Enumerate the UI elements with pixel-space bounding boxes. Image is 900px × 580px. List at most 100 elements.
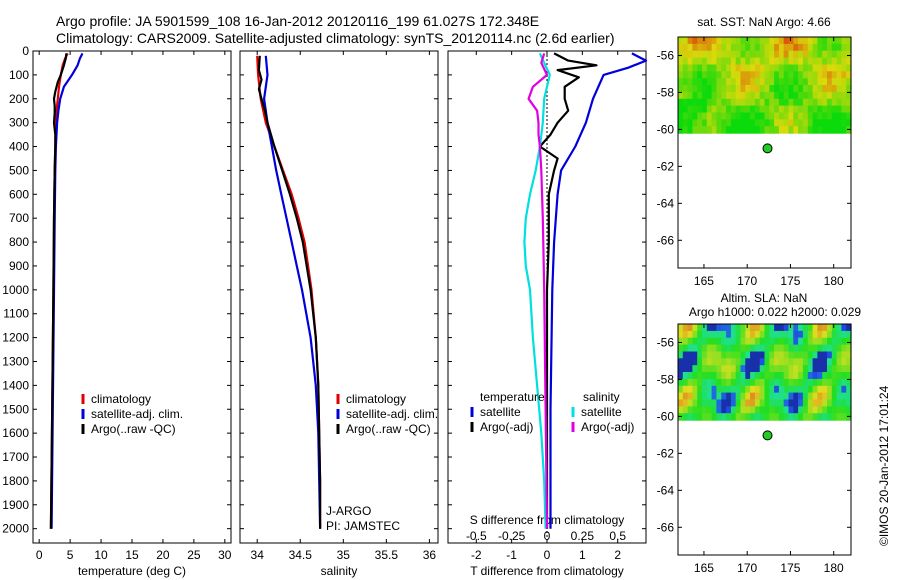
heatmap-cell — [740, 392, 746, 401]
heatmap-cell — [817, 126, 823, 134]
heatmap-cell — [778, 344, 785, 353]
heatmap-cell — [802, 78, 809, 86]
heatmap-cell — [836, 119, 842, 127]
heatmap-cell — [735, 98, 742, 107]
heatmap-cell — [807, 378, 814, 387]
heatmap-cell — [745, 372, 751, 380]
heatmap-cell — [692, 378, 698, 387]
heatmap-cell — [740, 358, 746, 366]
heatmap-cell — [778, 126, 785, 134]
heatmap-cell — [846, 85, 852, 93]
heatmap-cell — [754, 330, 761, 339]
heatmap-cell — [716, 406, 722, 414]
heatmap-cell — [711, 406, 717, 414]
heatmap-cell — [802, 43, 809, 52]
heatmap-cell — [687, 406, 693, 414]
map-title: Altim. SLA: NaN — [721, 291, 808, 305]
heatmap-cell — [812, 385, 818, 394]
heatmap-cell — [692, 71, 698, 79]
heatmap-cell — [778, 91, 785, 100]
legend-group-title: temperature — [480, 390, 545, 404]
heatmap-cell — [841, 64, 847, 72]
heatmap-cell — [730, 378, 737, 387]
heatmap-cell — [740, 71, 746, 79]
heatmap-cell — [769, 337, 775, 346]
heatmap-cell — [831, 91, 838, 100]
heatmap-cell — [754, 406, 761, 414]
heatmap-cell — [802, 378, 809, 387]
heatmap-cell — [836, 71, 842, 79]
heatmap-cell — [778, 43, 785, 52]
heatmap-cell — [774, 372, 780, 380]
series-line — [538, 52, 598, 529]
annotation: J-ARGO — [326, 504, 371, 518]
heatmap-cell — [812, 105, 818, 114]
x-tick-label: 170 — [737, 561, 757, 575]
heatmap-cell — [764, 98, 770, 107]
heatmap-cell — [740, 399, 746, 407]
heatmap-cell — [726, 330, 732, 339]
heatmap-cell — [812, 57, 818, 66]
heatmap-cell — [841, 378, 847, 387]
heatmap-cell — [750, 337, 756, 346]
heatmap-cell — [846, 57, 852, 66]
heatmap-cell — [827, 406, 833, 414]
heatmap-cell — [735, 43, 742, 52]
heatmap-cell — [706, 37, 713, 45]
heatmap-cell — [783, 50, 790, 59]
heatmap-cell — [831, 406, 838, 414]
heatmap-cell — [822, 378, 828, 387]
heatmap-cell — [822, 98, 828, 107]
legend-label: Argo(..raw -QC) — [91, 422, 176, 436]
heatmap-cell — [716, 91, 722, 100]
heatmap-cell — [774, 126, 780, 134]
y-tick-label: -64 — [657, 483, 675, 497]
heatmap-cell — [798, 57, 804, 66]
heatmap-cell — [831, 372, 838, 380]
heatmap-cell — [827, 330, 833, 339]
heatmap-cell — [759, 78, 766, 86]
heatmap-cell — [678, 330, 684, 339]
heatmap-cell — [798, 337, 804, 346]
heatmap-cell — [692, 330, 698, 339]
heatmap-cell — [822, 406, 828, 414]
heatmap-cell — [735, 71, 742, 79]
heatmap-cell — [697, 126, 703, 134]
heatmap-cell — [836, 105, 842, 114]
heatmap-cell — [740, 324, 746, 332]
heatmap-cell — [702, 57, 708, 66]
heatmap-cell — [783, 57, 790, 66]
heatmap-cell — [687, 385, 693, 394]
heatmap-cell — [774, 351, 780, 359]
heatmap-cell — [846, 43, 852, 52]
heatmap-cell — [831, 105, 838, 114]
heatmap-cell — [812, 85, 818, 93]
heatmap-cell — [817, 57, 823, 66]
heatmap-cell — [846, 71, 852, 79]
heatmap-cell — [687, 358, 693, 366]
heatmap-cell — [711, 358, 717, 366]
map-panel-2: -56 -58 -60 -62 -64 -66 165 170 175 180 Altim. SLA… — [657, 291, 862, 575]
heatmap-cell — [745, 378, 751, 387]
heatmap-cell — [793, 126, 799, 134]
heatmap-cell — [807, 337, 814, 346]
heatmap-cell — [793, 378, 799, 387]
heatmap-cell — [774, 385, 780, 394]
heatmap-cell — [702, 365, 708, 373]
heatmap-cell — [678, 392, 684, 401]
heatmap-cell — [730, 372, 737, 380]
heatmap-cell — [759, 105, 766, 114]
heatmap-cell — [764, 324, 770, 332]
heatmap-cell — [726, 392, 732, 401]
y-tick-label: 1100 — [3, 307, 29, 321]
heatmap-cell — [726, 372, 732, 380]
heatmap-cell — [702, 372, 708, 380]
x-tick-label: 35 — [337, 548, 351, 562]
x-tick-label: 180 — [824, 561, 844, 575]
x-axis-label: salinity — [321, 564, 358, 578]
heatmap-cell — [812, 78, 818, 86]
heatmap-cell — [740, 91, 746, 100]
heatmap-cell — [764, 64, 770, 72]
heatmap-cell — [802, 372, 809, 380]
heatmap-cell — [802, 71, 809, 79]
